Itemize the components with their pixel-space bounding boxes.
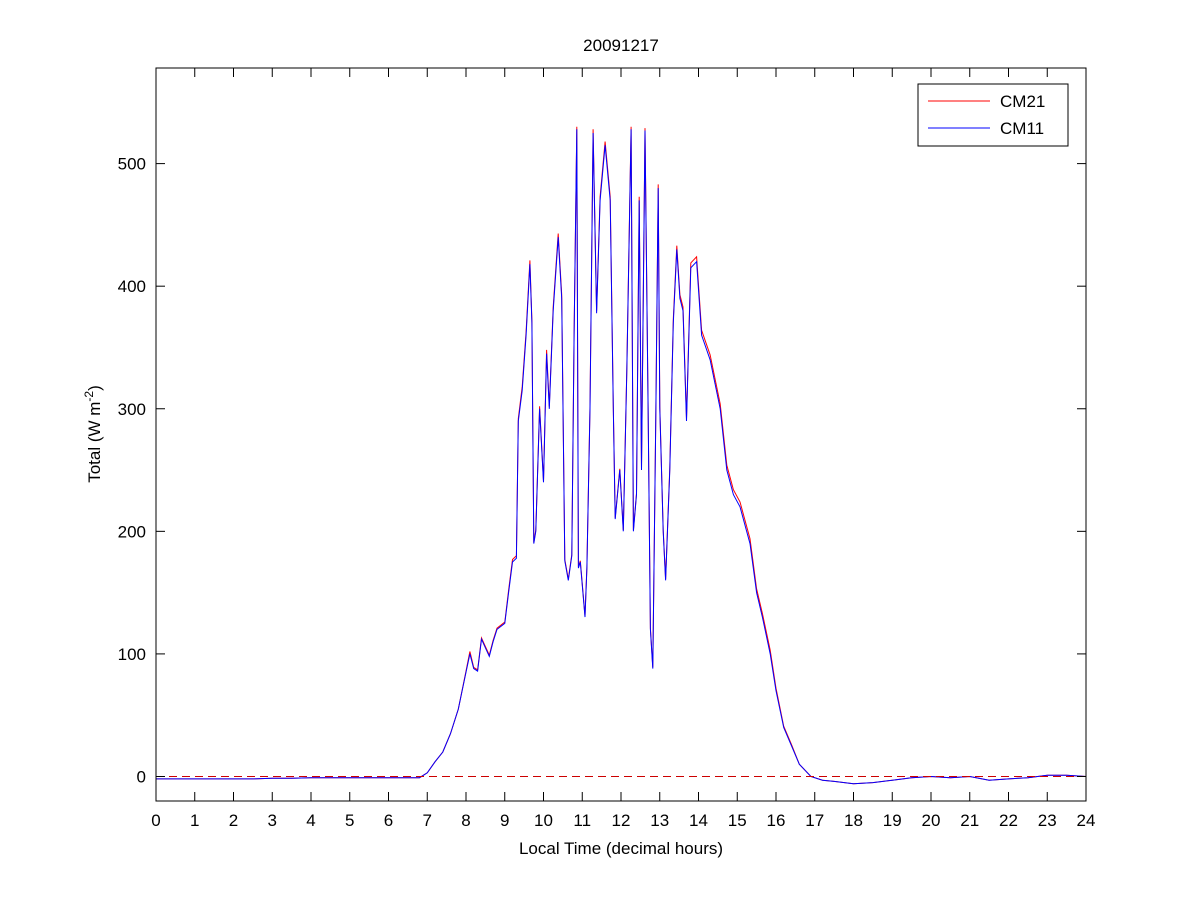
x-tick-label: 24 <box>1077 811 1096 830</box>
y-axis-label: Total (W m-2) <box>82 385 104 483</box>
chart-title: 20091217 <box>583 36 659 55</box>
x-axis-label: Local Time (decimal hours) <box>519 839 723 858</box>
x-tick-label: 2 <box>229 811 238 830</box>
x-tick-label: 23 <box>1038 811 1057 830</box>
x-tick-label: 20 <box>922 811 941 830</box>
x-tick-label: 11 <box>573 811 591 830</box>
series-line-cm11 <box>156 129 1087 785</box>
x-tick-label: 6 <box>384 811 393 830</box>
x-tick-label: 12 <box>612 811 631 830</box>
x-tick-label: 18 <box>844 811 863 830</box>
y-tick-label: 500 <box>118 155 146 174</box>
x-tick-label: 1 <box>190 811 199 830</box>
y-axis-label-main: Total (W m <box>85 402 104 483</box>
legend: CM21 CM11 <box>917 83 1069 147</box>
x-tick-label: 5 <box>345 811 354 830</box>
x-tick-label: 8 <box>461 811 470 830</box>
x-tick-label: 19 <box>883 811 902 830</box>
x-tick-label: 10 <box>534 811 553 830</box>
legend-label-cm21: CM21 <box>1000 92 1045 111</box>
y-tick-label: 100 <box>118 645 146 664</box>
legend-box <box>917 83 1069 147</box>
y-tick-label: 0 <box>137 767 146 786</box>
plot-area <box>156 68 1086 801</box>
y-tick-label: 400 <box>118 277 146 296</box>
x-tick-label: 16 <box>767 811 786 830</box>
x-tick-label: 9 <box>500 811 509 830</box>
x-tick-label: 4 <box>306 811 315 830</box>
x-tick-label: 0 <box>151 811 160 830</box>
legend-label-cm11: CM11 <box>1000 119 1044 138</box>
x-tick-label: 7 <box>423 811 432 830</box>
y-tick-label: 300 <box>118 400 146 419</box>
y-axis-label-sup: -2 <box>82 391 96 402</box>
x-tick-label: 22 <box>999 811 1018 830</box>
y-tick-label: 200 <box>118 522 146 541</box>
x-tick-label: 17 <box>805 811 824 830</box>
x-tick-label: 15 <box>728 811 747 830</box>
x-tick-label: 21 <box>960 811 979 830</box>
x-tick-label: 3 <box>268 811 277 830</box>
y-axis-label-end: ) <box>85 385 104 391</box>
x-tick-label: 13 <box>650 811 669 830</box>
x-tick-label: 14 <box>689 811 708 830</box>
